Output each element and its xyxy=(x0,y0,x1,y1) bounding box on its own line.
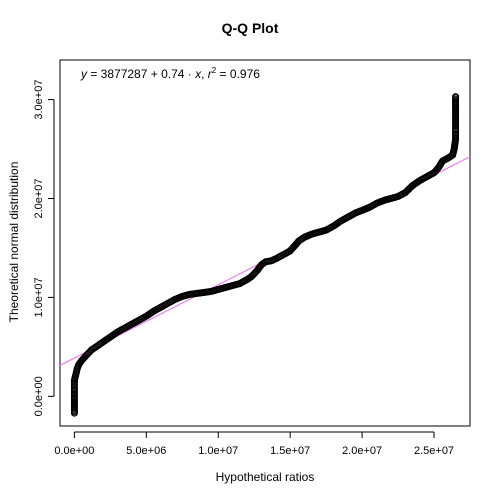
x-tick-label: 0.0e+00 xyxy=(54,445,94,457)
x-tick-label: 1.0e+07 xyxy=(198,445,238,457)
annotation-middle: = 3877287 + 0.74 · xyxy=(87,67,196,81)
y-tick-label: 3.0e+07 xyxy=(33,80,45,120)
annotation-r-exponent: 2 xyxy=(211,66,217,75)
x-tick-label: 5.0e+06 xyxy=(126,445,166,457)
regression-annotation: y = 3877287 + 0.74 · x, r2 = 0.976 xyxy=(81,66,260,81)
data-point xyxy=(452,93,460,101)
x-axis-label: Hypothetical ratios xyxy=(215,470,315,484)
x-tick-label: 2.0e+07 xyxy=(342,445,382,457)
points-layer xyxy=(70,93,460,417)
x-tick-label: 1.5e+07 xyxy=(270,445,310,457)
annotation-sep: , xyxy=(201,67,208,81)
x-tick-label: 2.5e+07 xyxy=(414,445,454,457)
annotation-y-symbol: y xyxy=(81,67,87,81)
annotation-r-value: = 0.976 xyxy=(216,67,260,81)
plot-frame xyxy=(59,59,471,427)
annotation-x-symbol: x xyxy=(195,67,202,81)
x-axis: 0.0e+00 5.0e+06 1.0e+07 1.5e+07 2.0e+07 2.5e+… xyxy=(54,431,454,457)
y-tick-label: 1.0e+07 xyxy=(33,277,45,317)
y-tick-label: 0.0e+00 xyxy=(33,376,45,416)
y-axis: 0.0e+00 1.0e+07 2.0e+07 3.0e+07 xyxy=(33,80,55,416)
annotation-r-symbol: r xyxy=(207,67,212,81)
y-tick-label: 2.0e+07 xyxy=(33,178,45,218)
y-axis-label: Theoretical normal distribution xyxy=(7,161,21,323)
chart-title: Q-Q Plot xyxy=(221,20,279,36)
